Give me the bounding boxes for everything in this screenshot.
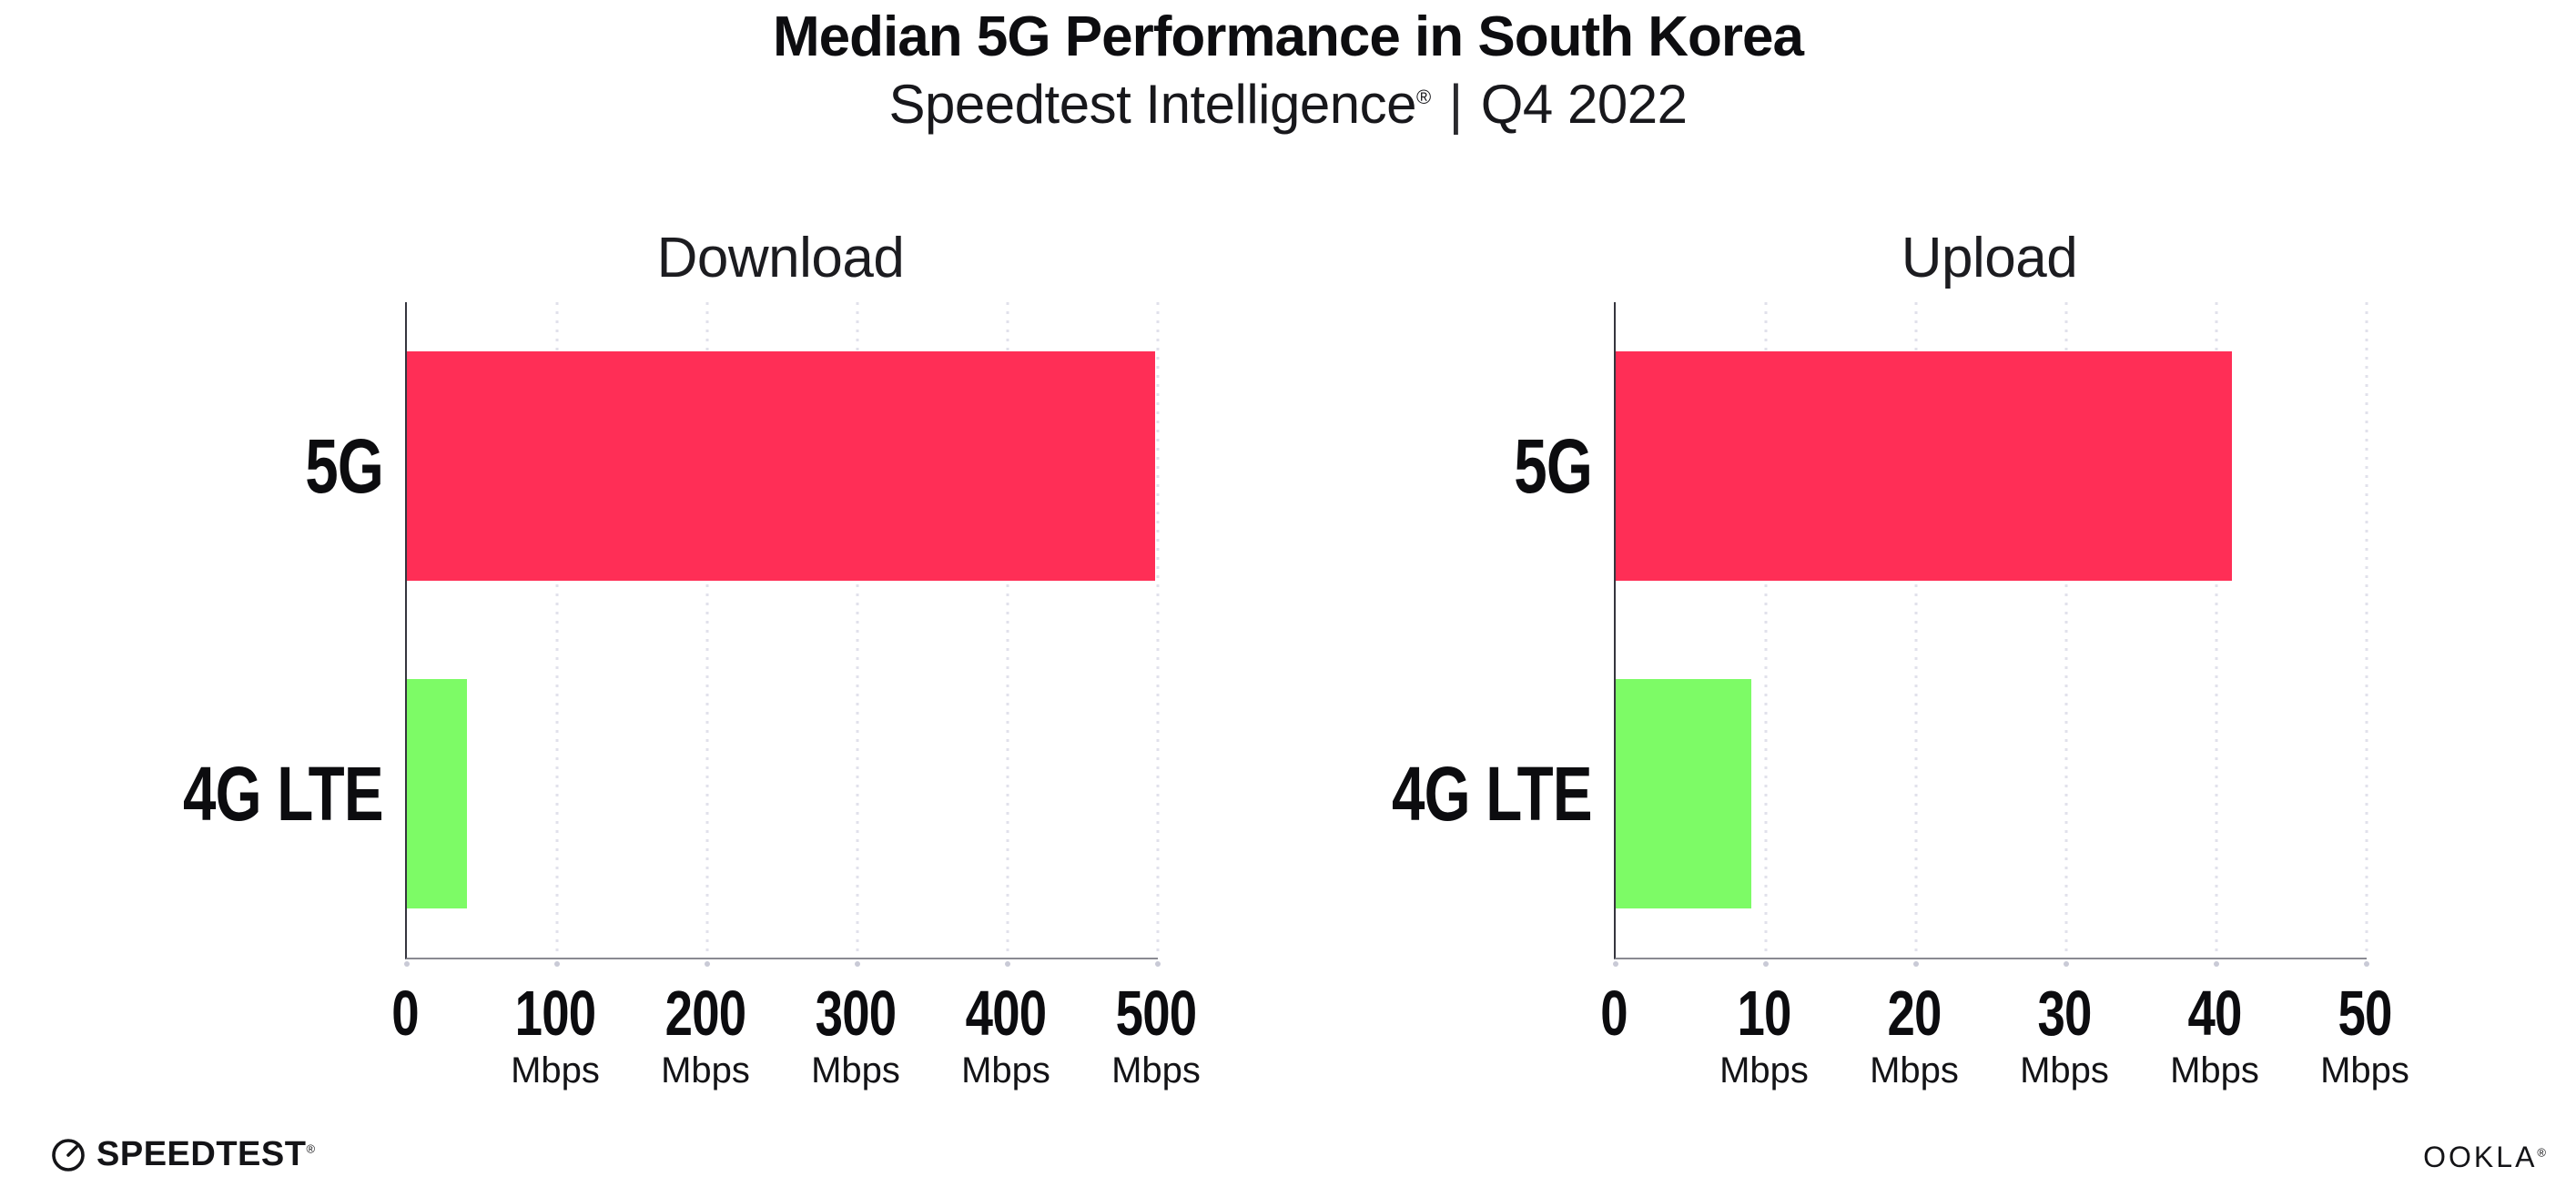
x-tick-value: 20 — [1887, 978, 1942, 1049]
figure-header: Median 5G Performance in South Korea Spe… — [0, 5, 2576, 133]
gridline — [2064, 302, 2068, 958]
tick-mark — [2064, 961, 2069, 967]
x-axis: 0 100 Mbps 200 Mbps 300 Mbps 400 Mbps 500 Mbps — [391, 981, 1201, 1136]
x-tick-value: 500 — [1115, 978, 1198, 1049]
gridline — [856, 302, 859, 958]
tick-mark — [855, 961, 860, 967]
ookla-registered-mark: ® — [2537, 1145, 2549, 1160]
x-tick-label: 300 Mbps — [804, 981, 908, 1089]
bar-4g-lte — [1616, 679, 1751, 908]
x-tick-value: 0 — [391, 978, 419, 1049]
plot-area — [404, 302, 1161, 967]
chart-title: Upload — [1901, 227, 2078, 289]
x-tick-label: 0 — [388, 981, 422, 1045]
figure-subtitle: Speedtest Intelligence® | Q4 2022 — [0, 76, 2576, 133]
tick-mark — [404, 961, 410, 967]
x-tick-unit: Mbps — [2320, 1050, 2409, 1090]
x-tick-label: 20 Mbps — [1870, 981, 1959, 1089]
gridline — [2365, 302, 2368, 958]
x-tick-value: 400 — [965, 978, 1048, 1049]
tick-mark — [1613, 961, 1618, 967]
x-tick-value: 30 — [2037, 978, 2092, 1049]
x-tick-label: 100 Mbps — [503, 981, 607, 1089]
speedtest-logo-text: SPEEDTEST® — [96, 1135, 316, 1173]
upload-chart: Upload 5G 4G LTE 0 10 Mbps 20 Mbps 30 Mbps 40 Mb… — [1209, 218, 2409, 1138]
plot-area — [1613, 302, 2369, 967]
x-tick-unit: Mbps — [811, 1050, 900, 1090]
x-tick-label: 400 Mbps — [954, 981, 1058, 1089]
x-tick-unit: Mbps — [511, 1050, 600, 1090]
gridline — [705, 302, 709, 958]
tick-mark — [705, 961, 710, 967]
registered-mark: ® — [1415, 85, 1431, 108]
category-label-5g: 5G — [305, 422, 384, 509]
x-tick-label: 40 Mbps — [2170, 981, 2259, 1089]
gridline — [1914, 302, 1918, 958]
x-tick-unit: Mbps — [2170, 1050, 2259, 1090]
x-tick-unit: Mbps — [661, 1050, 750, 1090]
gridline — [2215, 302, 2218, 958]
download-chart: Download 5G 4G LTE 0 100 Mbps 200 Mbps 300 Mbp… — [0, 218, 1201, 1138]
x-tick-value: 10 — [1737, 978, 1791, 1049]
chart-title: Download — [656, 227, 905, 289]
x-tick-value: 0 — [1600, 978, 1628, 1049]
x-tick-value: 40 — [2187, 978, 2242, 1049]
subtitle-separator: | — [1448, 73, 1464, 135]
gauge-icon — [52, 1139, 85, 1172]
tick-mark — [1155, 961, 1161, 967]
figure-title: Median 5G Performance in South Korea — [773, 5, 1804, 68]
x-tick-label: 200 Mbps — [654, 981, 757, 1089]
bar-5g — [407, 351, 1155, 581]
bar-5g — [1616, 351, 2232, 581]
gridline — [1006, 302, 1009, 958]
tick-mark — [1763, 961, 1769, 967]
gridline — [1764, 302, 1768, 958]
x-tick-unit: Mbps — [1870, 1050, 1959, 1090]
tick-mark — [2364, 961, 2369, 967]
x-tick-value: 200 — [664, 978, 747, 1049]
x-tick-label: 10 Mbps — [1719, 981, 1809, 1089]
x-tick-value: 100 — [514, 978, 597, 1049]
x-axis: 0 10 Mbps 20 Mbps 30 Mbps 40 Mbps 50 Mbps — [1600, 981, 2409, 1136]
x-tick-value: 50 — [2338, 978, 2392, 1049]
x-tick-unit: Mbps — [1111, 1050, 1201, 1090]
bar-4g-lte — [407, 679, 467, 908]
tick-mark — [1005, 961, 1010, 967]
x-tick-unit: Mbps — [2020, 1050, 2109, 1090]
x-tick-unit: Mbps — [961, 1050, 1050, 1090]
x-tick-label: 30 Mbps — [2020, 981, 2109, 1089]
x-tick-label: 50 Mbps — [2320, 981, 2409, 1089]
x-tick-unit: Mbps — [1719, 1050, 1809, 1090]
tick-mark — [2214, 961, 2219, 967]
category-label-4g-lte: 4G LTE — [1392, 750, 1593, 837]
gridline — [555, 302, 559, 958]
ookla-logo-text: OOKLA® — [2423, 1141, 2549, 1173]
speedtest-logo: SPEEDTEST® — [49, 1135, 316, 1173]
x-tick-label: 0 — [1597, 981, 1631, 1045]
tick-mark — [554, 961, 560, 967]
ookla-logo: OOKLA® — [2423, 1142, 2549, 1172]
x-tick-value: 300 — [815, 978, 898, 1049]
subtitle-period: Q4 2022 — [1480, 73, 1688, 135]
speedtest-registered-mark: ® — [306, 1141, 316, 1156]
gridline — [1156, 302, 1160, 958]
category-label-5g: 5G — [1514, 422, 1593, 509]
tick-mark — [1913, 961, 1919, 967]
subtitle-brand: Speedtest Intelligence — [888, 73, 1417, 135]
x-tick-label: 500 Mbps — [1104, 981, 1208, 1089]
category-label-4g-lte: 4G LTE — [183, 750, 384, 837]
